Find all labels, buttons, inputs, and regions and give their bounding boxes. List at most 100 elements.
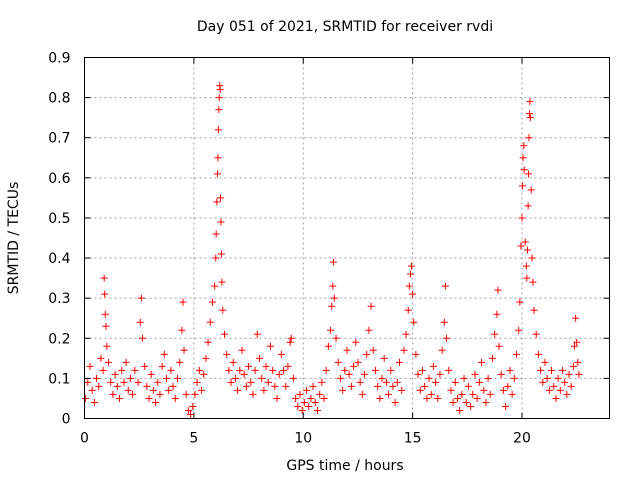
data-point [453, 394, 461, 402]
data-point [271, 382, 279, 390]
data-point [251, 366, 259, 374]
data-point [225, 366, 233, 374]
data-point [405, 282, 413, 290]
data-point [434, 394, 442, 402]
data-point [305, 402, 313, 410]
data-point [525, 110, 533, 118]
data-point [409, 290, 417, 298]
data-point [574, 358, 582, 366]
data-point [95, 382, 103, 390]
data-point [527, 186, 535, 194]
data-point [217, 250, 225, 258]
data-point [138, 334, 146, 342]
data-point [445, 366, 453, 374]
data-point [565, 370, 573, 378]
data-point [543, 374, 551, 382]
data-point [264, 378, 272, 386]
data-point [300, 398, 308, 406]
data-point [528, 254, 536, 262]
data-point [561, 378, 569, 386]
data-point [389, 382, 397, 390]
data-point [567, 382, 575, 390]
data-point [99, 366, 107, 374]
data-point [504, 382, 512, 390]
data-point [176, 358, 184, 366]
data-point [256, 354, 263, 362]
data-point [334, 358, 342, 366]
data-point [548, 366, 556, 374]
data-point [122, 358, 130, 366]
data-point [416, 386, 424, 394]
data-point [526, 98, 534, 106]
data-point [286, 338, 294, 346]
y-tick-label: 0.5 [48, 211, 70, 227]
data-point [165, 386, 173, 394]
data-point [101, 310, 109, 318]
data-point [202, 354, 210, 362]
data-point [269, 366, 277, 374]
data-point [482, 398, 490, 406]
data-point [410, 318, 418, 326]
data-point [105, 358, 113, 366]
data-point [345, 370, 353, 378]
data-point [350, 362, 358, 370]
data-point [516, 298, 524, 306]
data-point [497, 370, 505, 378]
data-point [336, 374, 344, 382]
data-point [356, 378, 364, 386]
data-point [556, 386, 564, 394]
data-point [198, 386, 206, 394]
data-point [287, 334, 295, 342]
data-point [184, 406, 192, 414]
data-point [292, 394, 300, 402]
data-points [82, 82, 583, 418]
data-point [515, 326, 523, 334]
data-point [513, 350, 521, 358]
data-point [260, 386, 268, 394]
data-point [385, 390, 393, 398]
data-point [101, 290, 109, 298]
data-point [296, 390, 304, 398]
data-point [213, 198, 221, 206]
data-point [103, 342, 111, 350]
data-point [320, 394, 328, 402]
data-point [107, 378, 115, 386]
data-point [510, 374, 518, 382]
data-point [519, 154, 527, 162]
data-point [327, 326, 335, 334]
data-point [443, 334, 451, 342]
data-point [100, 274, 108, 282]
data-point [234, 386, 242, 394]
data-point [423, 394, 431, 402]
data-point [432, 378, 440, 386]
data-point [154, 378, 162, 386]
data-point [109, 390, 117, 398]
y-tick-label: 0.4 [48, 251, 70, 267]
data-point [541, 358, 549, 366]
data-point [120, 378, 128, 386]
data-point [522, 262, 530, 270]
data-point [449, 398, 457, 406]
data-point [414, 370, 422, 378]
data-point [215, 94, 223, 102]
data-point [307, 394, 315, 402]
data-point [187, 410, 195, 418]
data-point [158, 362, 166, 370]
data-point [217, 218, 225, 226]
data-point [141, 362, 149, 370]
data-point [322, 366, 330, 374]
data-point [218, 278, 226, 286]
data-point [145, 394, 153, 402]
data-point [195, 366, 203, 374]
data-point [182, 390, 190, 398]
data-point [352, 338, 360, 346]
data-point [523, 246, 531, 254]
data-point [398, 386, 406, 394]
data-point [534, 350, 542, 358]
data-point [113, 382, 121, 390]
data-point [520, 142, 528, 150]
data-point [517, 242, 525, 250]
data-point [400, 346, 408, 354]
data-point [425, 374, 433, 382]
data-point [313, 406, 321, 414]
